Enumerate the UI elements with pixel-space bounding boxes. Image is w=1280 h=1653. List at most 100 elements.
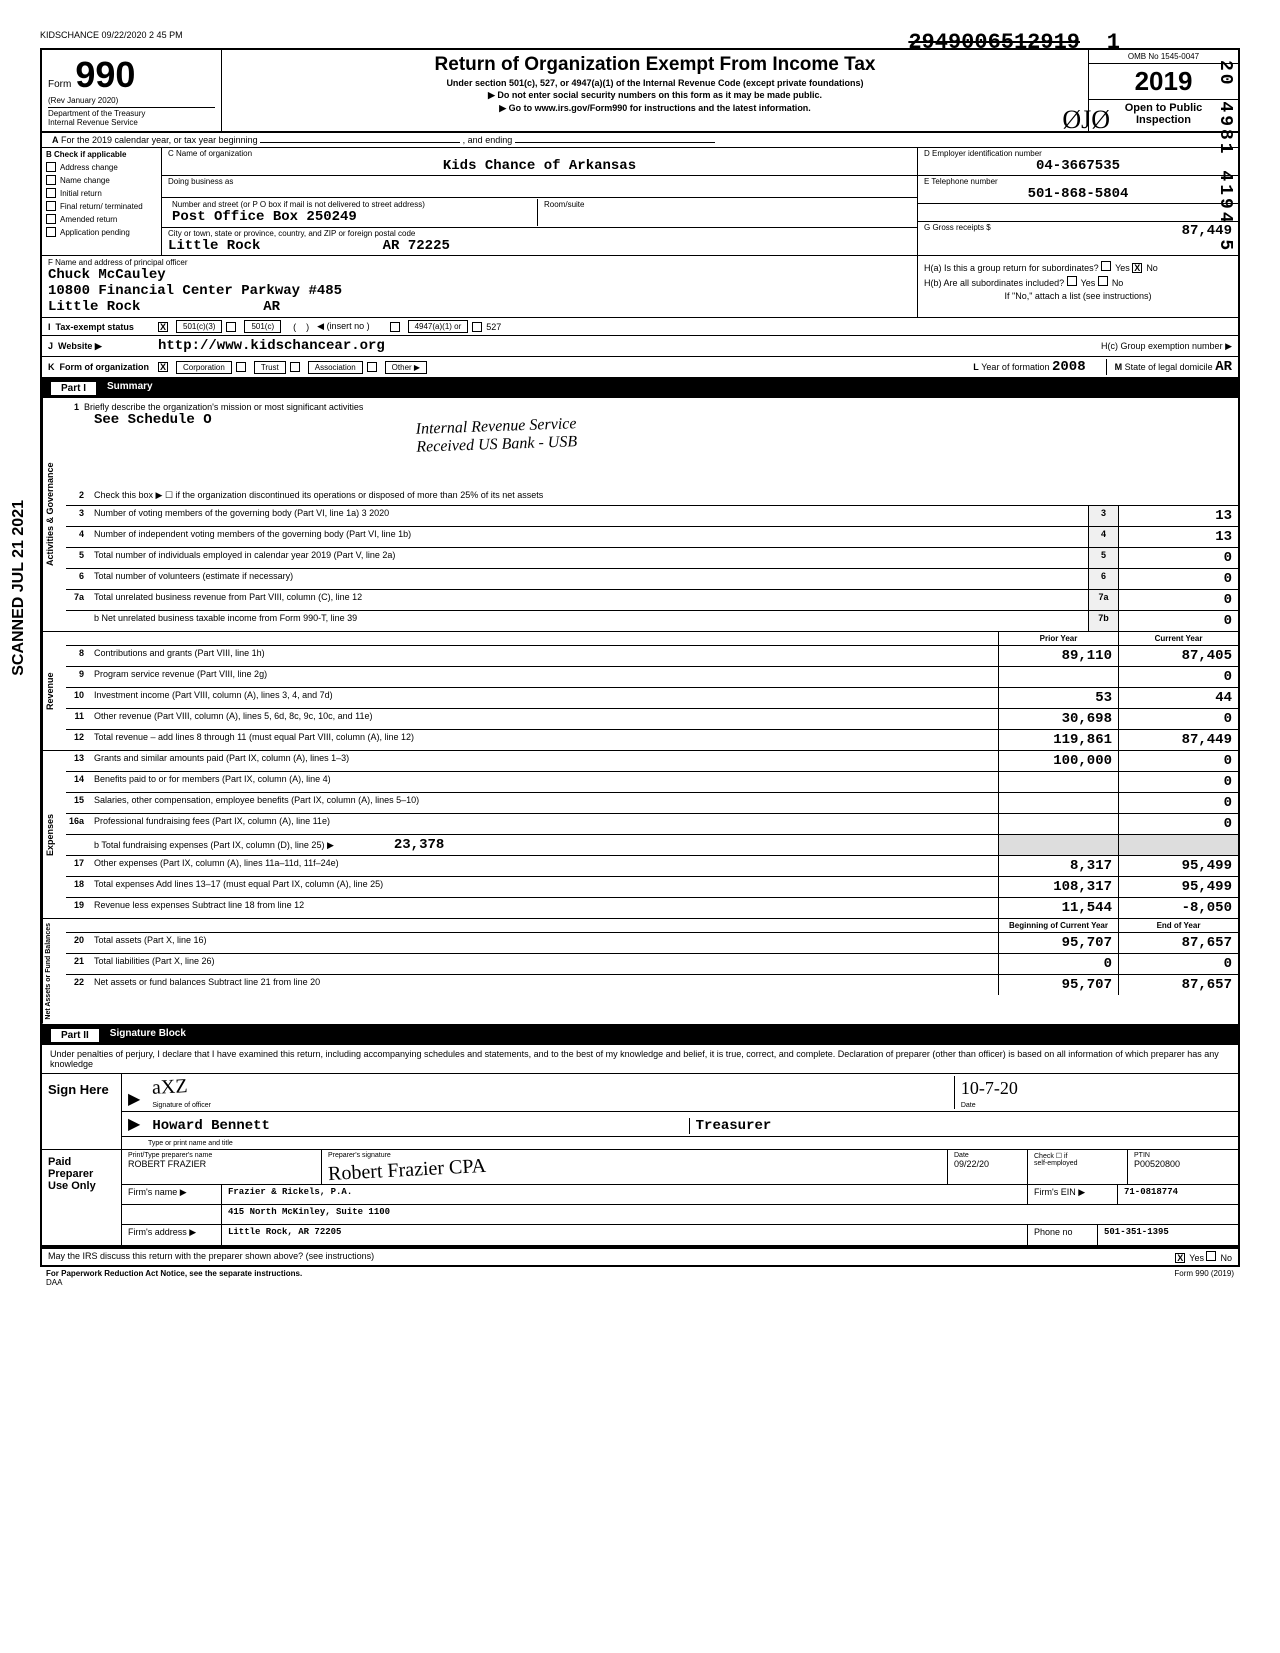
hb-no: No: [1112, 278, 1124, 288]
chk-initial-return[interactable]: [46, 188, 56, 198]
received-initials: ØJØ: [1062, 105, 1110, 135]
line-num: 11: [66, 709, 90, 729]
opt-corp: Corporation: [176, 361, 232, 374]
part2-label: Part II: [50, 1028, 100, 1043]
line1-num: 1: [74, 402, 79, 412]
state-zip: AR 72225: [383, 238, 450, 254]
line-num: 15: [66, 793, 90, 813]
chk-4947[interactable]: [390, 322, 400, 332]
dln-suffix: 1: [1107, 30, 1120, 55]
line-text: Other expenses (Part IX, column (A), lin…: [90, 856, 998, 876]
chk-trust[interactable]: [236, 362, 246, 372]
lbl-address-change: Address change: [60, 163, 118, 172]
chk-may-yes[interactable]: X: [1175, 1253, 1185, 1263]
ptin-label: PTIN: [1134, 1152, 1232, 1159]
begin-val: 95,707: [998, 975, 1118, 995]
line-text: b Total fundraising expenses (Part IX, c…: [90, 835, 998, 855]
opt-527: 527: [486, 322, 501, 332]
part2-header: Part II Signature Block: [40, 1026, 1240, 1045]
paperwork-notice: For Paperwork Reduction Act Notice, see …: [46, 1269, 302, 1278]
org-name-label: C Name of organization: [168, 149, 911, 158]
sig-arrow-icon: ▶: [128, 1089, 140, 1109]
line-text: Total liabilities (Part X, line 26): [90, 954, 998, 974]
officer-title: Treasurer: [696, 1118, 772, 1134]
chk-corp[interactable]: X: [158, 362, 168, 372]
year-formation: 2008: [1052, 359, 1086, 375]
current-val: [1118, 835, 1238, 855]
line-num: 22: [66, 975, 90, 995]
chk-ha-yes[interactable]: [1101, 261, 1111, 271]
line-num: 20: [66, 933, 90, 953]
line-text: Investment income (Part VIII, column (A)…: [90, 688, 998, 708]
prior-val: 119,861: [998, 730, 1118, 750]
chk-other[interactable]: [367, 362, 377, 372]
dept-irs: Internal Revenue Service: [48, 118, 215, 127]
phone-label: E Telephone number: [924, 177, 1232, 186]
prior-val: 8,317: [998, 856, 1118, 876]
chk-501c3[interactable]: X: [158, 322, 168, 332]
side-revenue: Revenue: [42, 632, 66, 750]
mission-text: See Schedule O: [94, 412, 212, 428]
opt-4947: 4947(a)(1) or: [408, 320, 469, 333]
line-text: Program service revenue (Part VIII, line…: [90, 667, 998, 687]
chk-address-change[interactable]: [46, 162, 56, 172]
current-val: 95,499: [1118, 856, 1238, 876]
officer-typed-name: Howard Bennett: [152, 1118, 270, 1134]
firm-phone: 501-351-1395: [1098, 1225, 1238, 1245]
chk-501c[interactable]: [226, 322, 236, 332]
lbl-name-change: Name change: [60, 176, 110, 185]
line-box: 4: [1088, 527, 1118, 547]
chk-may-no[interactable]: [1206, 1251, 1216, 1261]
firm-city: Little Rock, AR 72205: [222, 1225, 1028, 1245]
chk-final-return[interactable]: [46, 201, 56, 211]
chk-amended[interactable]: [46, 214, 56, 224]
chk-hb-yes[interactable]: [1067, 276, 1077, 286]
current-val: 44: [1118, 688, 1238, 708]
chk-assoc[interactable]: [290, 362, 300, 372]
line-text: Other revenue (Part VIII, column (A), li…: [90, 709, 998, 729]
officer-state: AR: [263, 299, 280, 315]
side-expenses: Expenses: [42, 751, 66, 918]
line-num: 19: [66, 898, 90, 918]
col-c-org-info: C Name of organization Kids Chance of Ar…: [162, 148, 918, 255]
prior-val: 11,544: [998, 898, 1118, 918]
form-revision: (Rev January 2020): [48, 96, 215, 105]
line-text: Total unrelated business revenue from Pa…: [90, 590, 1088, 610]
prior-val: [998, 814, 1118, 834]
goto-url: ▶ Go to www.irs.gov/Form990 for instruct…: [230, 103, 1080, 114]
row-f-officer: F Name and address of principal officer …: [40, 256, 1240, 318]
officer-city: Little Rock: [48, 299, 140, 315]
chk-name-change[interactable]: [46, 175, 56, 185]
chk-ha-no[interactable]: X: [1132, 263, 1142, 273]
form-word: Form: [48, 79, 71, 90]
hb-yes: Yes: [1081, 278, 1096, 288]
prior-val: 30,698: [998, 709, 1118, 729]
insert-no: ◀ (insert no ): [317, 321, 369, 332]
hdr-current: Current Year: [1118, 632, 1238, 645]
line-num: 7a: [66, 590, 90, 610]
phone: 501-868-5804: [924, 186, 1232, 202]
begin-val: 0: [998, 954, 1118, 974]
check-if-label: Check ☐ if: [1034, 1152, 1121, 1160]
col-b-checkboxes: B Check if applicable Address change Nam…: [42, 148, 162, 255]
line-num: [66, 835, 90, 855]
current-val: 95,499: [1118, 877, 1238, 897]
line-text: Benefits paid to or for members (Part IX…: [90, 772, 998, 792]
may-no: No: [1220, 1253, 1232, 1263]
hdr-begin: Beginning of Current Year: [998, 919, 1118, 932]
line-num: 3: [66, 506, 90, 526]
line-text: Net assets or fund balances Subtract lin…: [90, 975, 998, 995]
line-text: Number of voting members of the governin…: [90, 506, 1088, 526]
chk-527[interactable]: [472, 322, 482, 332]
line-num: 6: [66, 569, 90, 589]
chk-hb-no[interactable]: [1098, 276, 1108, 286]
line-box: 7b: [1088, 611, 1118, 631]
chk-app-pending[interactable]: [46, 227, 56, 237]
daa: DAA: [46, 1278, 62, 1287]
ein-label: D Employer identification number: [924, 149, 1232, 158]
sig-arrow-icon-2: ▶: [128, 1114, 140, 1134]
ha-yes: Yes: [1115, 263, 1130, 273]
end-val: 87,657: [1118, 933, 1238, 953]
sig-officer-label: Signature of officer: [152, 1102, 211, 1109]
right-margin-code: 20 4981 4194 5: [1215, 60, 1235, 253]
